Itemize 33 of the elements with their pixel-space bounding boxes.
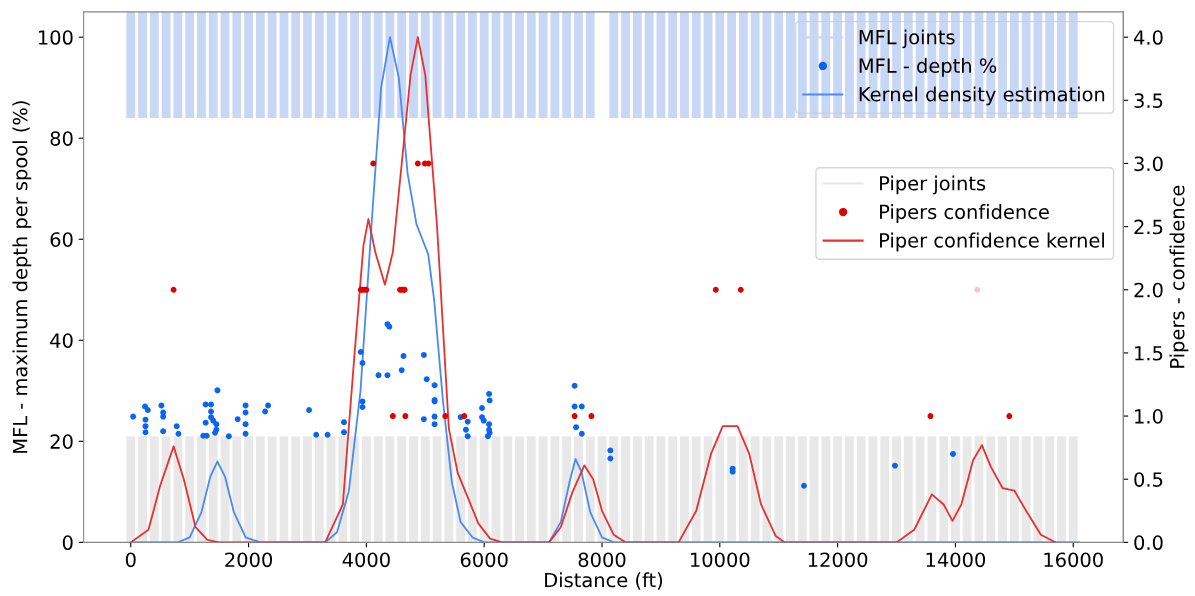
y-tick-label: 0 — [62, 535, 73, 551]
y2-tick-label: 4.0 — [1133, 30, 1163, 45]
y2-tick-label: 3.0 — [1134, 156, 1163, 172]
y-tick-label: 40 — [50, 333, 73, 348]
x-tick-label: 6000 — [460, 552, 508, 568]
legend-label: Piper confidence kernel — [880, 232, 1104, 252]
y2-tick-label: 2.5 — [1134, 219, 1163, 235]
y2-tick-label: 0.5 — [1134, 472, 1163, 487]
x-tick-label: 16000 — [1044, 552, 1103, 568]
legend-label: Kernel density estimation — [859, 86, 1105, 106]
legend-label: MFL joints — [859, 29, 955, 49]
x-tick-label: 2000 — [225, 552, 273, 568]
y-tick-label: 20 — [50, 434, 73, 449]
y-axis-title: MFL - maximum depth per spool (%) — [12, 101, 32, 453]
x-tick-label: 4000 — [342, 552, 390, 568]
y-tick-label: 60 — [50, 232, 73, 247]
legend-label: Piper joints — [880, 175, 986, 195]
legend-label: Pipers confidence — [880, 204, 1049, 223]
x-tick-label: 8000 — [578, 552, 626, 568]
x-axis-title: Distance (ft) — [545, 572, 663, 590]
y2-axis-title: Pipers - confidence — [1169, 185, 1189, 368]
x-tick-label: 12000 — [808, 552, 868, 568]
y2-tick-label: 0.0 — [1134, 535, 1163, 551]
x-tick-label: 14000 — [926, 552, 986, 568]
y-tick-label: 80 — [50, 131, 73, 146]
legend-label: MFL - depth % — [859, 57, 997, 77]
y2-tick-label: 2.0 — [1134, 282, 1163, 298]
x-tick-label: 0 — [125, 552, 136, 568]
x-tick-label: 10000 — [691, 552, 750, 568]
y2-tick-label: 1.0 — [1135, 409, 1163, 424]
y2-tick-label: 3.5 — [1134, 93, 1163, 108]
y-tick-label: 100 — [38, 30, 73, 45]
y2-tick-label: 1.5 — [1135, 346, 1163, 361]
